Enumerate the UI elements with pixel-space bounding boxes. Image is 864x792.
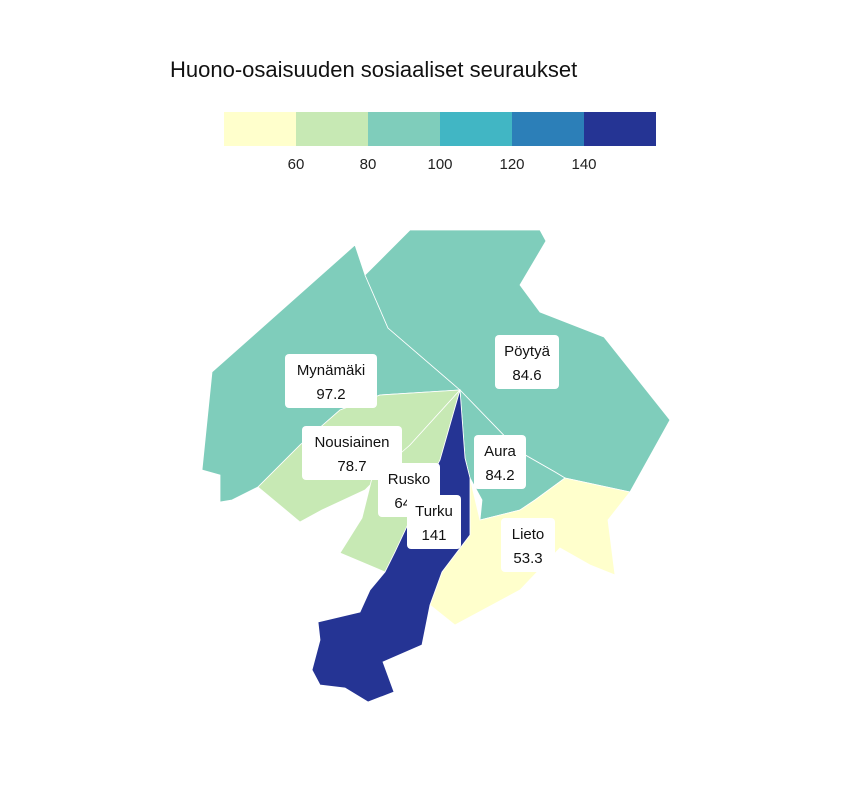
region-name: Aura <box>484 443 516 460</box>
color-legend: 60 80 100 120 140 <box>224 112 656 173</box>
legend-swatch-60-80 <box>296 112 368 146</box>
region-label-mynamaki: Mynämäki 97.2 <box>285 354 377 408</box>
region-name: Mynämäki <box>297 362 365 379</box>
region-value: 78.7 <box>337 458 366 475</box>
region-label-poytya: Pöytyä 84.6 <box>495 335 559 389</box>
region-label-lieto: Lieto 53.3 <box>501 518 555 572</box>
region-name: Lieto <box>512 526 545 543</box>
region-value: 97.2 <box>316 386 345 403</box>
map-title: Huono-osaisuuden sosiaaliset seuraukset <box>170 57 577 82</box>
legend-tick-label: 80 <box>360 156 377 173</box>
region-name: Turku <box>415 503 453 520</box>
region-name: Pöytyä <box>504 343 551 360</box>
region-label-aura: Aura 84.2 <box>474 435 526 489</box>
legend-swatch-80-100 <box>368 112 440 146</box>
legend-swatch-140-160 <box>584 112 656 146</box>
legend-swatch-40-60 <box>224 112 296 146</box>
legend-tick-label: 60 <box>288 156 305 173</box>
legend-swatch-100-120 <box>440 112 512 146</box>
region-label-turku: Turku 141 <box>407 495 461 549</box>
region-label-nousiainen: Nousiainen 78.7 <box>302 426 402 480</box>
legend-tick-label: 120 <box>499 156 524 173</box>
legend-tick-label: 100 <box>427 156 452 173</box>
region-name: Rusko <box>388 471 431 488</box>
label-layer: Mynämäki 97.2 Pöytyä 84.6 Nousiainen 78.7 Aura… <box>285 335 559 572</box>
legend-swatch-120-140 <box>512 112 584 146</box>
region-value: 84.2 <box>485 467 514 484</box>
region-name: Nousiainen <box>314 434 389 451</box>
region-value: 84.6 <box>512 367 541 384</box>
region-value: 53.3 <box>513 550 542 567</box>
legend-tick-label: 140 <box>571 156 596 173</box>
region-value: 141 <box>421 527 446 544</box>
